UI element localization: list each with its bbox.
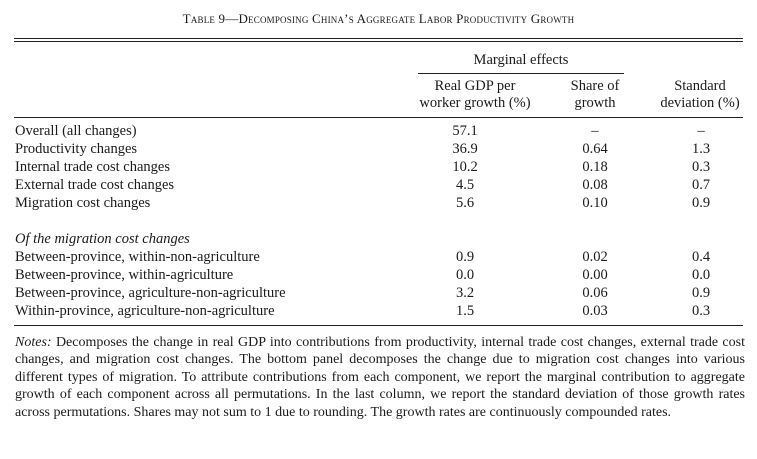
table-row: Between-province, agriculture-non-agricu…: [0, 284, 757, 302]
group-header-marginal-effects: Marginal effects: [473, 52, 569, 68]
table-notes: Notes: Decomposes the change in real GDP…: [15, 334, 745, 421]
column-header-gdp-growth: Real GDP per worker growth (%): [410, 78, 540, 112]
row-label: Between-province, within-non-agriculture: [15, 249, 260, 265]
row-label: Migration cost changes: [15, 195, 151, 211]
row-label: Productivity changes: [15, 141, 138, 157]
column-header-gdp-line2: worker growth (%): [419, 95, 531, 111]
column-header-sd-line1: Standard: [674, 78, 726, 94]
table-row: External trade cost changes 4.5 0.08 0.7: [0, 176, 757, 194]
cell-share: 0.00: [582, 267, 608, 283]
cell-share: 0.08: [582, 177, 608, 193]
cell-sd: 0.9: [691, 195, 711, 211]
cell-share: 0.03: [582, 303, 608, 319]
cell-share: 0.64: [582, 141, 608, 157]
cell-gdp: 10.2: [452, 159, 478, 175]
table-row: Migration cost changes 5.6 0.10 0.9: [0, 194, 757, 212]
notes-label: Notes:: [15, 335, 52, 350]
cell-sd: 0.3: [691, 303, 711, 319]
row-label: Between-province, agriculture-non-agricu…: [15, 285, 286, 301]
row-label: External trade cost changes: [15, 177, 175, 193]
cell-sd: 0.3: [691, 159, 711, 175]
group-header-rule: [418, 73, 624, 74]
cell-gdp: 4.5: [455, 177, 475, 193]
row-label: Overall (all changes): [15, 123, 137, 139]
column-header-share-line2: growth: [574, 95, 616, 111]
table-row: Between-province, within-agriculture 0.0…: [0, 266, 757, 284]
panel-heading: Of the migration cost changes: [15, 231, 190, 247]
table-row: Between-province, within-non-agriculture…: [0, 248, 757, 266]
cell-share: 0.02: [582, 249, 608, 265]
top-rule-2: [14, 41, 743, 42]
table-title: Table 9—Decomposing China’s Aggregate La…: [182, 11, 575, 26]
cell-sd: –: [697, 123, 705, 139]
notes-text: Decomposes the change in real GDP into c…: [15, 335, 745, 420]
cell-gdp: 57.1: [452, 123, 478, 139]
cell-gdp: 3.2: [455, 285, 475, 301]
column-header-std-dev: Standard deviation (%): [650, 78, 750, 112]
table-row: Overall (all changes) 57.1 – –: [0, 122, 757, 140]
cell-share: 0.18: [582, 159, 608, 175]
top-rule-1: [14, 38, 743, 39]
column-header-gdp-line1: Real GDP per: [434, 78, 516, 94]
cell-gdp: 5.6: [455, 195, 475, 211]
column-header-share: Share of growth: [556, 78, 634, 112]
table-row: Internal trade cost changes 10.2 0.18 0.…: [0, 158, 757, 176]
cell-gdp: 0.0: [455, 267, 475, 283]
cell-share: –: [591, 123, 599, 139]
table-bottom-rule: [14, 325, 743, 326]
panel-heading-row: Of the migration cost changes: [0, 230, 757, 248]
row-label: Internal trade cost changes: [15, 159, 170, 175]
cell-sd: 0.4: [691, 249, 711, 265]
cell-gdp: 0.9: [455, 249, 475, 265]
cell-sd: 1.3: [691, 141, 711, 157]
row-label: Between-province, within-agriculture: [15, 267, 234, 283]
column-header-share-line1: Share of: [570, 78, 620, 94]
cell-sd: 0.9: [691, 285, 711, 301]
cell-sd: 0.0: [691, 267, 711, 283]
header-bottom-rule: [14, 117, 743, 118]
cell-share: 0.10: [582, 195, 608, 211]
cell-gdp: 36.9: [452, 141, 478, 157]
cell-gdp: 1.5: [455, 303, 475, 319]
table-row: Within-province, agriculture-non-agricul…: [0, 302, 757, 320]
cell-sd: 0.7: [691, 177, 711, 193]
row-label: Within-province, agriculture-non-agricul…: [15, 303, 275, 319]
cell-share: 0.06: [582, 285, 608, 301]
column-header-sd-line2: deviation (%): [660, 95, 740, 111]
table-row: Productivity changes 36.9 0.64 1.3: [0, 140, 757, 158]
